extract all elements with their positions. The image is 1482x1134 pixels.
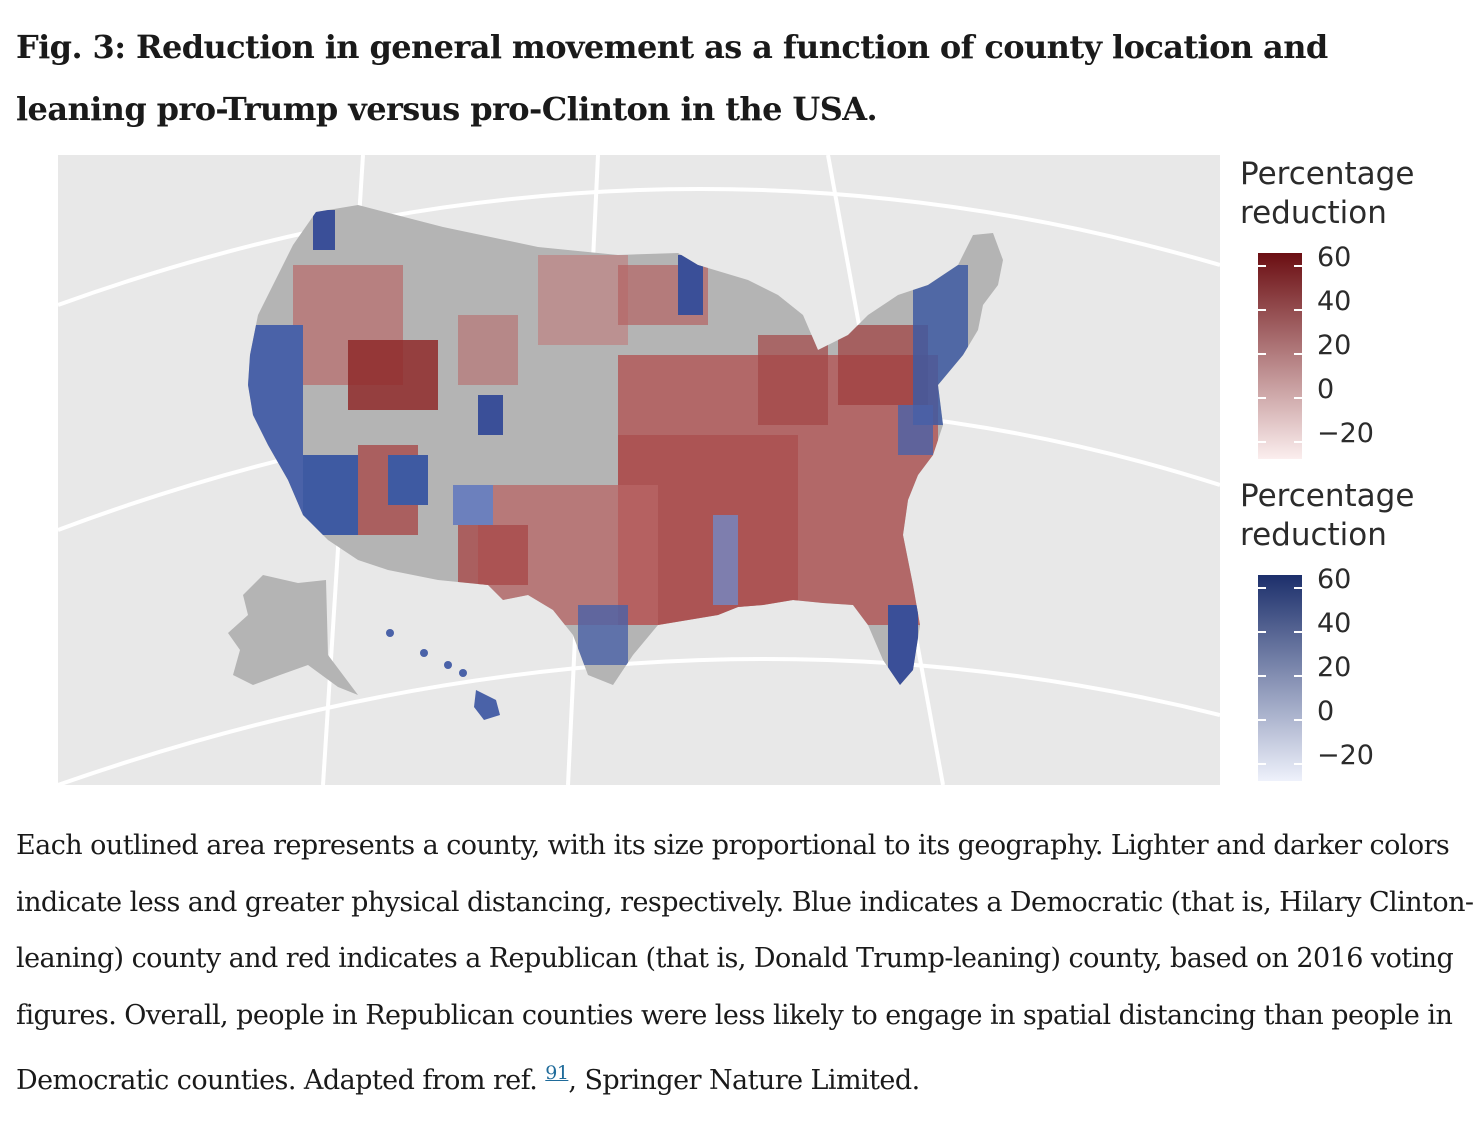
legend-tickmark [1258, 265, 1266, 267]
legend-title: Percentage reduction [1240, 478, 1415, 553]
contiguous-us-counties [248, 205, 1003, 685]
legend-tickmark [1294, 675, 1302, 677]
caption-text-end: , Springer Nature Limited. [568, 1065, 920, 1096]
legend-tickmark [1294, 265, 1302, 267]
legend-tick: 20 [1317, 652, 1352, 683]
legend-tickmark [1294, 763, 1302, 765]
legend-tickmark [1294, 397, 1302, 399]
legend-tick: −20 [1317, 740, 1374, 771]
legend-tickmark [1258, 353, 1266, 355]
hawaii [386, 629, 500, 720]
figure-title: Fig. 3: Reduction in general movement as… [16, 28, 1328, 128]
legend-tickmark [1258, 309, 1266, 311]
figure-caption: Each outlined area represents a county, … [16, 818, 1476, 1110]
legend-tick: 20 [1317, 330, 1352, 361]
legend-tickmark [1294, 353, 1302, 355]
legend-tickmark [1294, 587, 1302, 589]
legend-tickmark [1258, 441, 1266, 443]
legend-tickmark [1294, 631, 1302, 633]
legend-tick: 40 [1317, 608, 1352, 639]
us-county-map [58, 155, 1220, 785]
legend-tickmark [1258, 763, 1266, 765]
legend-tick: 40 [1317, 286, 1352, 317]
legend-tick: 0 [1317, 374, 1335, 405]
legend-tick: −20 [1317, 418, 1374, 449]
legend-tickmark [1258, 397, 1266, 399]
legend-title: Percentage reduction [1240, 156, 1415, 231]
legend-tick: 60 [1317, 242, 1352, 273]
alaska [228, 575, 358, 695]
legend-tickmark [1294, 719, 1302, 721]
legend-tickmark [1294, 441, 1302, 443]
reference-superscript: 91 [545, 1059, 569, 1085]
legend-tickmark [1294, 309, 1302, 311]
legend-tickmark [1258, 719, 1266, 721]
legend-tickmark [1258, 587, 1266, 589]
legend-democratic: Percentage reduction 60 40 20 0 −20 [1240, 477, 1460, 781]
reference-link[interactable]: 91 [545, 1062, 569, 1084]
legend-colorbar-red [1258, 253, 1302, 459]
caption-text: Each outlined area represents a county, … [16, 830, 1474, 1096]
legend-tickmark [1258, 675, 1266, 677]
legend-tickmark [1258, 631, 1266, 633]
legend-tick: 0 [1317, 696, 1335, 727]
legend-republican: Percentage reduction 60 40 20 0 −20 [1240, 155, 1460, 459]
legend-tick: 60 [1317, 564, 1352, 595]
legend-colorbar-blue [1258, 575, 1302, 781]
map-svg [58, 155, 1220, 785]
